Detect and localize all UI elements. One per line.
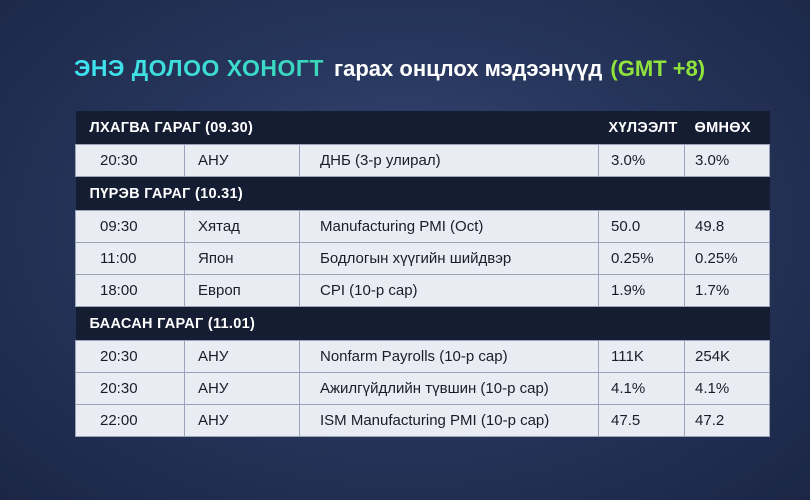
table-row: 09:30 Хятад Manufacturing PMI (Oct) 50.0… <box>75 210 771 243</box>
country-cell: АНУ <box>184 340 300 373</box>
forecast-cell: 1.9% <box>598 274 686 307</box>
event-cell: ДНБ (3-р улирал) <box>298 144 600 177</box>
time-cell: 18:00 <box>75 274 185 307</box>
country-cell: АНУ <box>184 144 300 177</box>
country-cell: АНУ <box>184 372 300 405</box>
time-cell: 20:30 <box>75 340 185 373</box>
table-row: 20:30 АНУ Nonfarm Payrolls (10-р сар) 11… <box>75 340 771 373</box>
forecast-cell: 111K <box>598 340 686 373</box>
time-cell: 22:00 <box>75 404 185 437</box>
country-cell: Хятад <box>184 210 300 243</box>
time-cell: 20:30 <box>75 144 185 177</box>
event-cell: Nonfarm Payrolls (10-р сар) <box>298 340 600 373</box>
forecast-cell: 50.0 <box>598 210 686 243</box>
time-cell: 20:30 <box>75 372 185 405</box>
country-cell: АНУ <box>184 404 300 437</box>
day-header-row: БААСАН ГАРАГ (11.01) <box>75 306 770 341</box>
event-cell: ISM Manufacturing PMI (10-р сар) <box>298 404 600 437</box>
time-cell: 11:00 <box>75 242 185 275</box>
event-cell: CPI (10-р сар) <box>298 274 600 307</box>
country-cell: Европ <box>184 274 300 307</box>
day-label: ПҮРЭВ ГАРАГ (10.31) <box>75 176 770 211</box>
table-row: 22:00 АНУ ISM Manufacturing PMI (10-р са… <box>75 404 771 437</box>
calendar-table: ЛХАГВА ГАРАГ (09.30) ХҮЛЭЭЛТ ӨМНӨХ 20:30… <box>75 111 771 437</box>
previous-cell: 0.25% <box>684 242 771 275</box>
time-cell: 09:30 <box>75 210 185 243</box>
forecast-header: ХҮЛЭЭЛТ <box>598 111 685 145</box>
country-cell: Япон <box>184 242 300 275</box>
event-cell: Ажилгүйдлийн түвшин (10-р сар) <box>298 372 600 405</box>
previous-cell: 3.0% <box>684 144 771 177</box>
title-timezone: (GMT +8) <box>610 56 706 81</box>
table-row: 18:00 Европ CPI (10-р сар) 1.9% 1.7% <box>75 274 771 307</box>
event-cell: Manufacturing PMI (Oct) <box>298 210 600 243</box>
day-header-row: ЛХАГВА ГАРАГ (09.30) ХҮЛЭЭЛТ ӨМНӨХ <box>75 111 770 145</box>
forecast-cell: 0.25% <box>598 242 686 275</box>
forecast-cell: 3.0% <box>598 144 686 177</box>
table-row: 20:30 АНУ Ажилгүйдлийн түвшин (10-р сар)… <box>75 372 771 405</box>
previous-cell: 4.1% <box>684 372 771 405</box>
table-row: 11:00 Япон Бодлогын хүүгийн шийдвэр 0.25… <box>75 242 771 275</box>
previous-header: ӨМНӨХ <box>684 111 770 145</box>
previous-cell: 254K <box>684 340 771 373</box>
day-header-row: ПҮРЭВ ГАРАГ (10.31) <box>75 176 770 211</box>
forecast-cell: 4.1% <box>598 372 686 405</box>
day-label: БААСАН ГАРАГ (11.01) <box>75 306 770 341</box>
previous-cell: 47.2 <box>684 404 771 437</box>
day-label: ЛХАГВА ГАРАГ (09.30) <box>75 111 599 145</box>
page-title: ЭНЭ ДОЛОО ХОНОГТ гарах онцлох мэдээнүүд … <box>74 55 705 87</box>
title-main: гарах онцлох мэдээнүүд <box>333 56 603 81</box>
event-cell: Бодлогын хүүгийн шийдвэр <box>298 242 600 275</box>
forecast-cell: 47.5 <box>598 404 686 437</box>
previous-cell: 49.8 <box>684 210 771 243</box>
previous-cell: 1.7% <box>684 274 771 307</box>
table-row: 20:30 АНУ ДНБ (3-р улирал) 3.0% 3.0% <box>75 144 771 177</box>
title-highlight: ЭНЭ ДОЛОО ХОНОГТ <box>74 55 324 81</box>
